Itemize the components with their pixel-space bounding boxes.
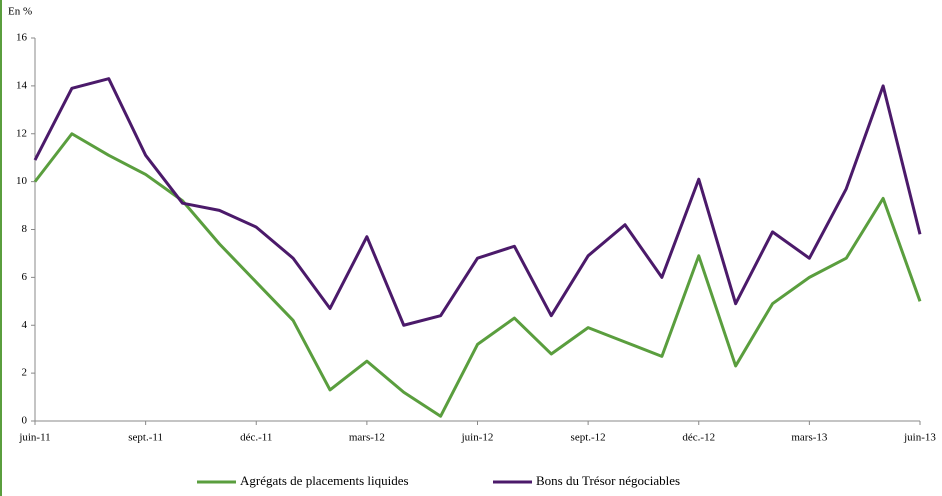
x-tick-label: mars-13 xyxy=(791,432,828,444)
y-axis-label: En % xyxy=(8,6,32,18)
y-tick-label: 16 xyxy=(16,32,28,44)
x-tick-label: déc.-11 xyxy=(240,432,272,444)
y-tick-label: 10 xyxy=(16,175,28,187)
y-tick-label: 0 xyxy=(22,415,28,427)
x-tick-label: juin-13 xyxy=(903,432,936,444)
x-tick-label: sept.-11 xyxy=(128,432,163,444)
legend-label: Agrégats de placements liquides xyxy=(240,473,409,488)
x-tick-label: juin-12 xyxy=(461,432,494,444)
series-line xyxy=(33,132,922,418)
y-tick-label: 8 xyxy=(22,223,28,235)
legend-label: Bons du Trésor négociables xyxy=(536,473,680,488)
x-tick-label: déc.-12 xyxy=(682,432,715,444)
y-tick-label: 6 xyxy=(22,271,28,283)
series-line xyxy=(33,77,922,327)
x-tick-label: juin-11 xyxy=(18,432,50,444)
y-tick-label: 4 xyxy=(22,319,28,331)
y-tick-label: 12 xyxy=(16,127,27,139)
x-tick-label: mars-12 xyxy=(349,432,385,444)
x-tick-label: sept.-12 xyxy=(571,432,606,444)
y-tick-label: 14 xyxy=(16,79,28,91)
y-tick-label: 2 xyxy=(22,367,28,379)
